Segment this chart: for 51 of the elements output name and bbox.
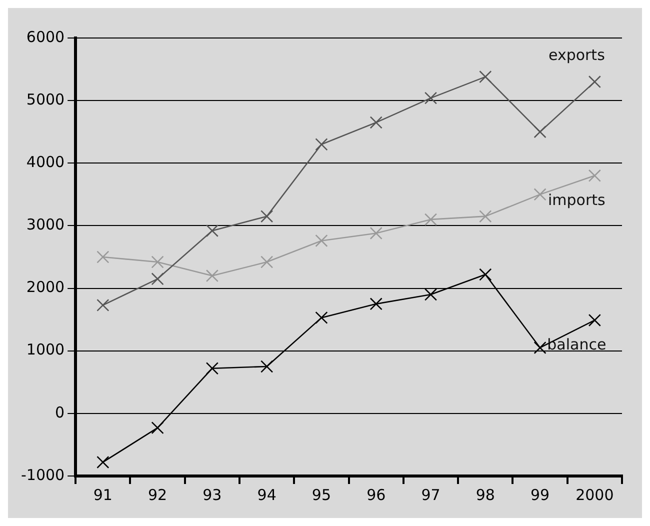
point <box>588 75 601 88</box>
x-tick-label: 94 <box>257 486 276 504</box>
x-tick-label: 93 <box>202 486 222 504</box>
y-tick-label: -1000 <box>20 466 65 484</box>
x-tick-label: 97 <box>421 486 440 504</box>
y-tick-label: 6000 <box>26 28 65 46</box>
point <box>534 188 546 201</box>
series-label: exports <box>548 46 606 64</box>
point <box>479 268 492 281</box>
point <box>479 70 492 84</box>
y-tick-label: 0 <box>55 403 65 422</box>
y-tick-label: 2000 <box>26 278 65 296</box>
point <box>424 213 438 226</box>
point <box>206 224 218 238</box>
x-tick-label: 95 <box>312 486 332 504</box>
x-tick-label: 2000 <box>576 486 614 504</box>
point <box>96 298 110 312</box>
point <box>151 422 164 434</box>
y-tick-label: 1000 <box>26 340 65 359</box>
point <box>588 169 601 182</box>
point <box>424 92 438 104</box>
y-tick-label: 4000 <box>26 153 65 172</box>
point <box>315 234 328 248</box>
x-tick-label: 91 <box>93 486 112 504</box>
point <box>96 250 110 264</box>
x-tick-label: 99 <box>530 486 550 504</box>
point <box>479 210 492 223</box>
point <box>96 456 110 469</box>
x-tick-label: 96 <box>366 486 386 504</box>
point <box>370 116 382 129</box>
point <box>260 256 274 268</box>
point <box>534 341 546 354</box>
y-tick-label: 5000 <box>26 90 65 108</box>
series-label: balance <box>547 336 606 354</box>
point <box>370 298 382 310</box>
point <box>151 272 164 286</box>
point <box>260 210 274 223</box>
series-label: imports <box>548 191 606 210</box>
point <box>370 226 382 240</box>
point <box>151 256 164 268</box>
x-tick-label: 98 <box>476 486 495 504</box>
point <box>424 288 438 301</box>
point <box>315 311 328 324</box>
point <box>206 269 218 282</box>
x-tick-label: 92 <box>148 486 168 504</box>
point <box>534 126 546 138</box>
point <box>588 314 601 327</box>
point <box>315 138 328 151</box>
point <box>260 360 274 373</box>
y-tick-label: 3000 <box>26 216 65 234</box>
point <box>206 362 218 375</box>
